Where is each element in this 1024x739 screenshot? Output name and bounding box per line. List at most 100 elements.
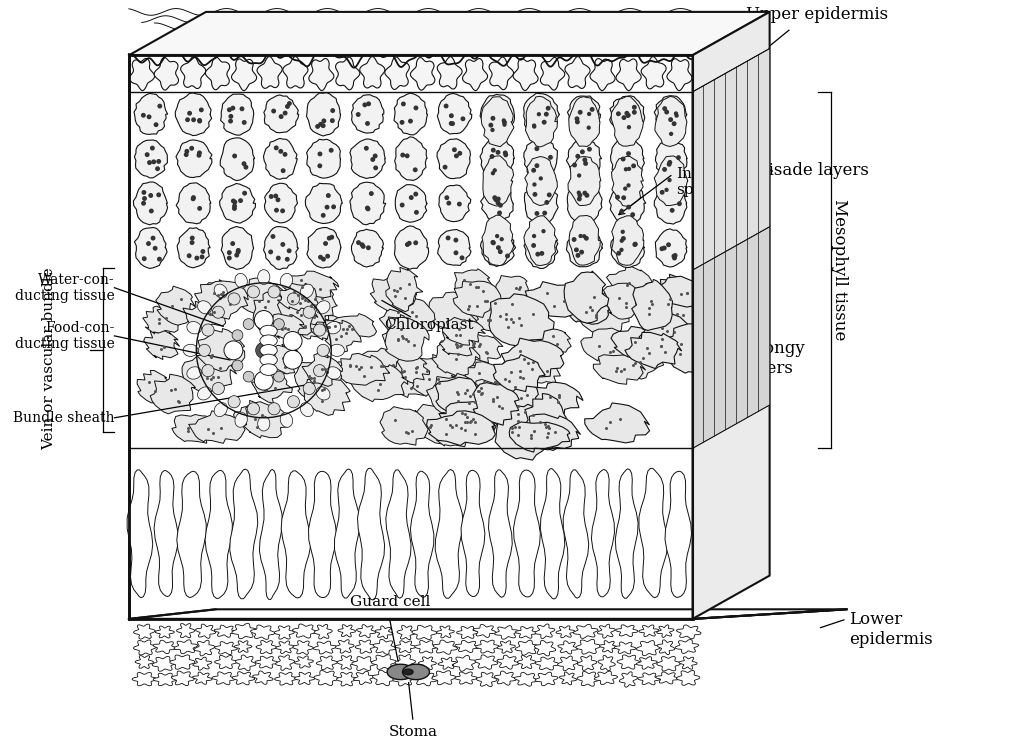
Circle shape [415,211,418,214]
Polygon shape [356,624,376,638]
Polygon shape [435,377,483,416]
Polygon shape [359,56,385,88]
Polygon shape [127,470,153,598]
Circle shape [367,246,370,250]
Polygon shape [397,355,430,383]
Polygon shape [386,470,411,598]
Circle shape [534,183,536,186]
Circle shape [152,160,156,163]
Circle shape [534,193,537,196]
Circle shape [615,195,620,199]
Ellipse shape [202,364,214,377]
Polygon shape [335,469,360,598]
Circle shape [668,179,671,182]
Polygon shape [353,671,375,684]
Circle shape [327,194,330,197]
Circle shape [497,201,500,205]
Circle shape [670,132,673,135]
Polygon shape [411,471,434,597]
Polygon shape [129,58,155,91]
Circle shape [154,247,157,250]
Circle shape [625,112,629,115]
Polygon shape [278,283,318,311]
Polygon shape [575,639,600,654]
Polygon shape [692,86,703,270]
Polygon shape [497,655,518,670]
Polygon shape [177,228,210,268]
Circle shape [585,194,589,197]
Polygon shape [636,641,660,655]
Circle shape [280,115,283,118]
Circle shape [400,203,403,207]
Polygon shape [205,470,232,599]
Circle shape [447,202,451,205]
Polygon shape [474,296,516,335]
Polygon shape [263,227,299,270]
Ellipse shape [268,286,281,298]
Circle shape [269,251,272,253]
Polygon shape [152,656,176,671]
Ellipse shape [260,335,278,347]
Circle shape [543,120,546,124]
Polygon shape [182,350,237,392]
Polygon shape [196,624,216,638]
Polygon shape [175,93,212,136]
Polygon shape [336,353,390,385]
Circle shape [536,147,539,151]
Polygon shape [437,57,462,89]
Polygon shape [270,344,302,374]
Polygon shape [494,355,546,392]
Polygon shape [232,672,255,685]
Polygon shape [255,656,278,668]
Circle shape [229,115,232,118]
Polygon shape [395,655,416,670]
Circle shape [588,126,590,129]
Polygon shape [310,316,354,341]
Polygon shape [393,672,415,686]
Circle shape [243,191,247,195]
Polygon shape [495,406,531,435]
Polygon shape [489,294,554,346]
Polygon shape [495,404,555,460]
Circle shape [274,194,278,198]
Circle shape [406,154,409,157]
Circle shape [286,258,289,261]
Circle shape [543,211,547,215]
Circle shape [286,105,289,108]
Ellipse shape [317,344,329,356]
Polygon shape [611,96,643,146]
Circle shape [446,236,450,239]
Circle shape [572,238,575,241]
Polygon shape [541,58,565,90]
Polygon shape [397,625,416,640]
Polygon shape [282,471,310,598]
Circle shape [232,154,237,157]
Circle shape [583,191,587,195]
Polygon shape [415,641,438,653]
Polygon shape [284,271,339,298]
Circle shape [201,255,204,259]
Circle shape [237,251,240,253]
Circle shape [234,253,239,257]
Polygon shape [438,185,471,222]
Circle shape [492,129,494,132]
Ellipse shape [326,321,341,334]
Polygon shape [736,239,748,423]
Circle shape [190,146,194,150]
Circle shape [627,152,630,155]
Circle shape [460,256,464,259]
Ellipse shape [268,403,281,415]
Polygon shape [137,370,171,403]
Ellipse shape [198,301,212,314]
Polygon shape [599,641,617,653]
Polygon shape [703,258,715,442]
Polygon shape [567,96,600,133]
Circle shape [497,197,500,201]
Circle shape [675,112,678,115]
Circle shape [158,104,162,108]
Polygon shape [275,641,295,653]
Circle shape [499,203,502,207]
Polygon shape [411,58,435,90]
Polygon shape [524,139,557,178]
Polygon shape [495,626,518,639]
